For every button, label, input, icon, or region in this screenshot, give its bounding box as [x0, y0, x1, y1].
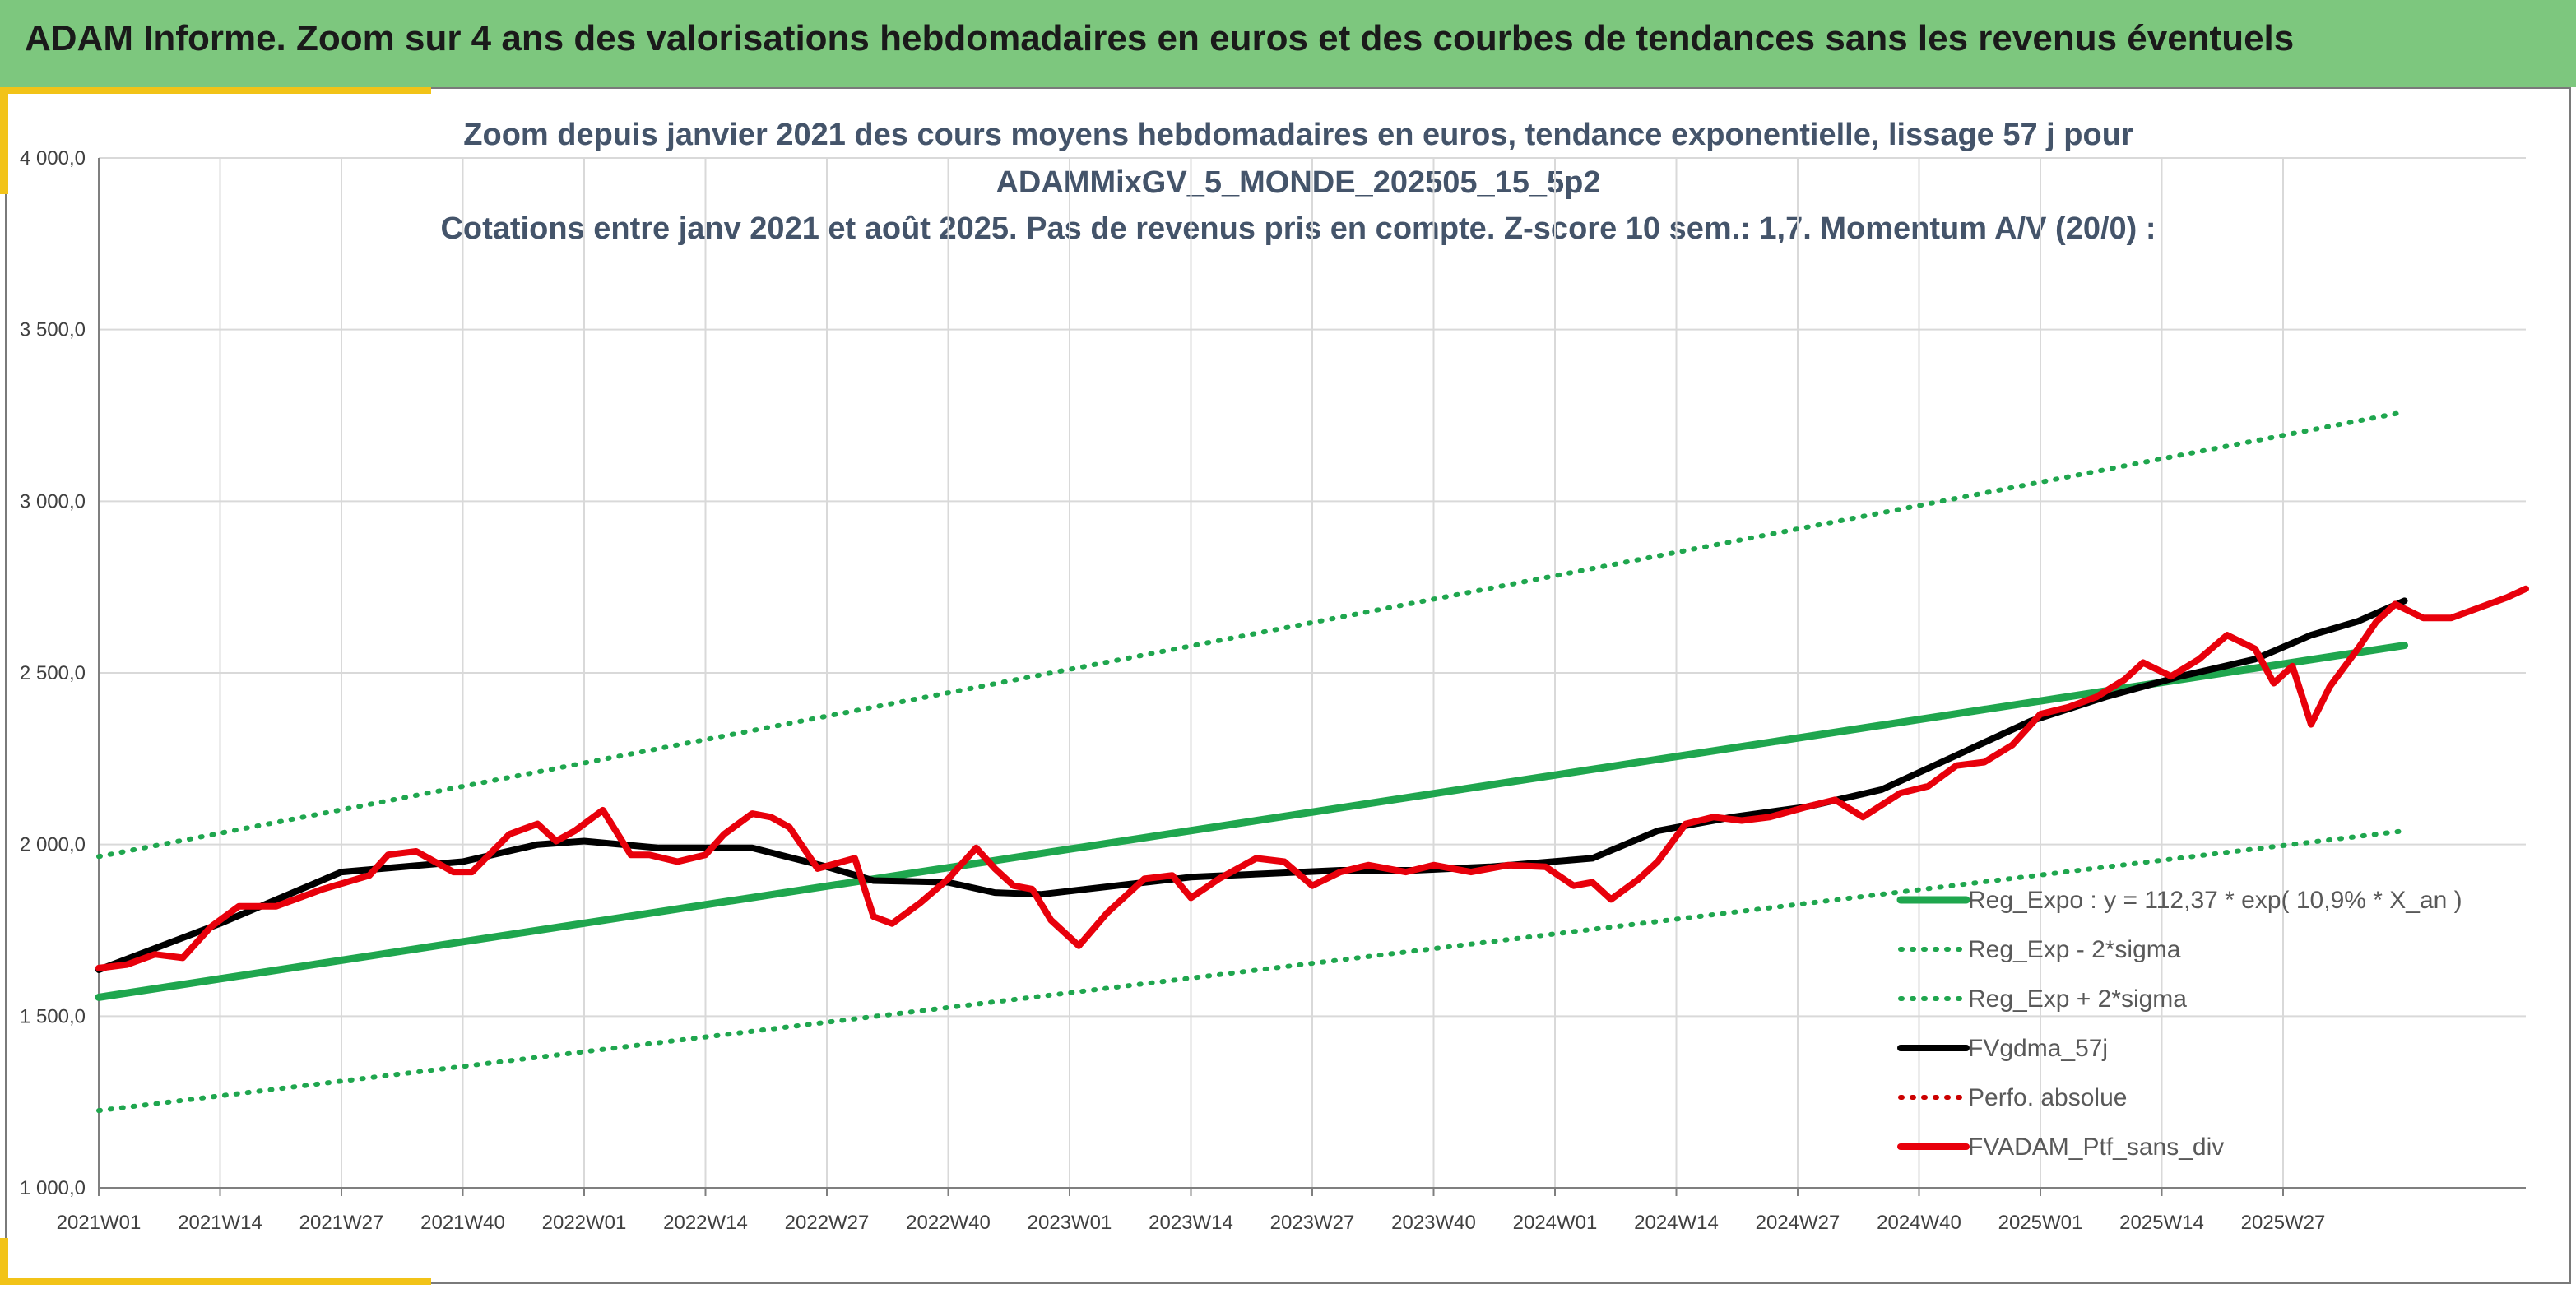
y-tick-label: 1 000,0	[20, 1177, 86, 1199]
x-tick-label: 2024W01	[1513, 1212, 1598, 1234]
x-tick-label: 2021W27	[299, 1212, 384, 1234]
x-tick-label: 2023W27	[1270, 1212, 1355, 1234]
legend-label: Perfo. absolue	[1968, 1084, 2127, 1111]
x-tick-label: 2021W14	[178, 1212, 262, 1234]
header-bar: ADAM Informe. Zoom sur 4 ans des valoris…	[0, 0, 2576, 87]
y-tick-label: 1 500,0	[20, 1005, 86, 1027]
y-tick-label: 3 000,0	[20, 490, 86, 512]
legend-label: FVADAM_Ptf_sans_div	[1968, 1134, 2224, 1161]
series-line-2	[96, 409, 2407, 860]
chart-title-block: Zoom depuis janvier 2021 des cours moyen…	[440, 118, 2156, 246]
y-tick-label: 2 500,0	[20, 662, 86, 684]
chart-title-line: ADAMMixGV_5_MONDE_202505_15_5p2	[996, 165, 1600, 200]
accent-corner-top-left-vertical	[0, 87, 8, 194]
chart-series	[95, 409, 2529, 1114]
series-line-0	[95, 642, 2408, 1001]
accent-corner-bottom-left	[0, 1278, 431, 1285]
x-tick-label: 2025W14	[2119, 1212, 2204, 1234]
chart-title-line: Cotations entre janv 2021 et août 2025. …	[440, 211, 2156, 246]
y-tick-label: 3 500,0	[20, 319, 86, 341]
x-tick-label: 2022W01	[542, 1212, 627, 1234]
y-tick-label: 2 000,0	[20, 834, 86, 856]
accent-corner-top-left	[0, 87, 431, 94]
x-tick-label: 2025W01	[1998, 1212, 2083, 1234]
chart-title-line: Zoom depuis janvier 2021 des cours moyen…	[463, 118, 2133, 152]
x-tick-label: 2024W40	[1877, 1212, 1961, 1234]
legend-label: Reg_Exp + 2*sigma	[1968, 985, 2187, 1013]
x-tick-label: 2022W14	[663, 1212, 748, 1234]
chart-axes: 1 000,0 1 500,0 2 000,0 2 500,0 3 000,0 3 500…	[20, 147, 2526, 1234]
x-tick-label: 2024W14	[1634, 1212, 1719, 1234]
x-tick-label: 2025W27	[2241, 1212, 2326, 1234]
series-line-5	[95, 585, 2529, 971]
accent-corner-bottom-left-vertical	[0, 1238, 8, 1285]
x-tick-label: 2023W40	[1391, 1212, 1476, 1234]
x-tick-label: 2022W40	[906, 1212, 991, 1234]
x-tick-label: 2023W14	[1149, 1212, 1233, 1234]
series-line-1	[96, 828, 2407, 1114]
legend-label: Reg_Exp - 2*sigma	[1968, 936, 2181, 963]
chart-legend: Reg_Expo : y = 112,37 * exp( 10,9% * X_a…	[1896, 887, 2462, 1161]
y-tick-label: 4 000,0	[20, 147, 86, 169]
legend-label: Reg_Expo : y = 112,37 * exp( 10,9% * X_a…	[1968, 887, 2462, 914]
series-line-3	[95, 597, 2408, 973]
x-tick-label: 2022W27	[785, 1212, 870, 1234]
x-tick-label: 2021W40	[420, 1212, 505, 1234]
x-tick-label: 2023W01	[1028, 1212, 1112, 1234]
x-tick-label: 2024W27	[1756, 1212, 1840, 1234]
x-tick-label: 2021W01	[57, 1212, 142, 1234]
legend-label: FVgdma_57j	[1968, 1035, 2108, 1062]
page-title: ADAM Informe. Zoom sur 4 ans des valoris…	[25, 18, 2295, 58]
